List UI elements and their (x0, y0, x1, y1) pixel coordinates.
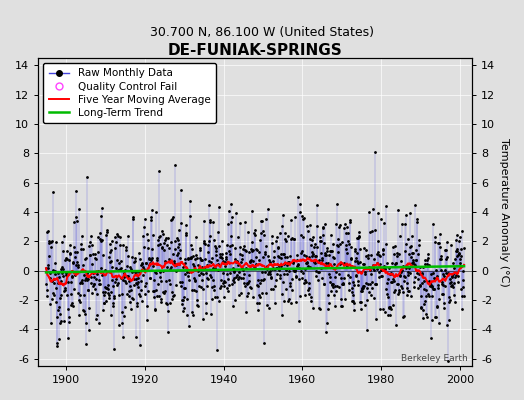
Text: Berkeley Earth: Berkeley Earth (401, 354, 467, 363)
Legend: Raw Monthly Data, Quality Control Fail, Five Year Moving Average, Long-Term Tren: Raw Monthly Data, Quality Control Fail, … (43, 63, 216, 123)
Y-axis label: Temperature Anomaly (°C): Temperature Anomaly (°C) (499, 138, 509, 286)
Title: DE-FUNIAK-SPRINGS: DE-FUNIAK-SPRINGS (168, 43, 342, 58)
Text: 30.700 N, 86.100 W (United States): 30.700 N, 86.100 W (United States) (150, 26, 374, 39)
